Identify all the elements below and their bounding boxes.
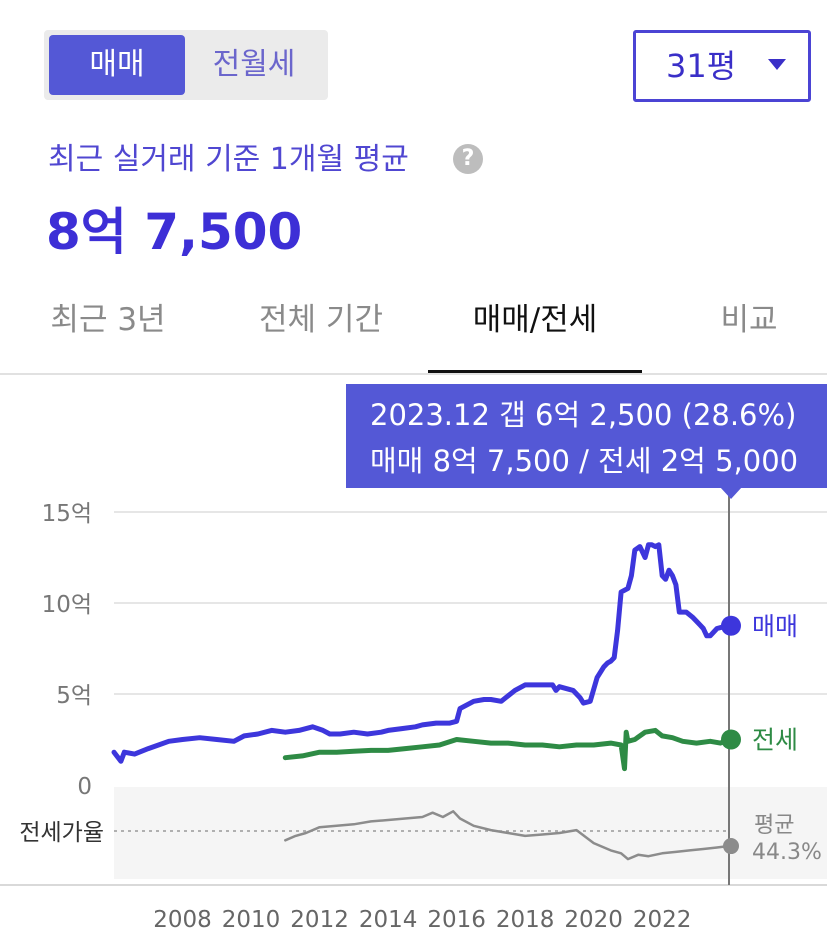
size-dropdown-value: 31평: [666, 47, 737, 85]
caret-down-icon: [768, 59, 786, 70]
ratio-band: [114, 787, 827, 879]
sale-price-line: [111, 542, 732, 764]
y-tick-label: 0: [77, 774, 92, 800]
series-layer: [111, 542, 732, 861]
y-axis: 15억 10억 5억 0: [42, 501, 92, 800]
sale-end-label: 매매: [752, 612, 798, 641]
tabs-divider: [0, 373, 827, 375]
jeonse-end-dot: [721, 729, 741, 750]
period-tabs: 최근 3년 전체 기간 매매/전세 비교: [0, 280, 827, 374]
price-basis-label: 최근 실거래 기준 1개월 평균: [48, 142, 409, 177]
y-tick-label: 15억: [42, 501, 92, 527]
x-tick-label: 2008: [153, 907, 212, 932]
jeonse-ratio-line: [284, 810, 731, 861]
jeonse-price-line: [282, 727, 732, 772]
trade-type-toggle: 매매 전월세: [44, 30, 328, 100]
y-tick-label: 10억: [42, 592, 92, 618]
hover-tooltip: 2023.12 갭 6억 2,500 (28.6%) 매매 8억 7,500 /…: [346, 384, 827, 488]
x-tick-label: 2012: [290, 907, 349, 932]
tooltip-arrow: [720, 487, 742, 499]
tab-compare[interactable]: 비교: [720, 302, 778, 338]
x-tick-label: 2018: [496, 907, 555, 932]
help-icon[interactable]: ?: [453, 144, 483, 174]
x-axis: 2008 2010 2012 2014 2016 2018 2020 2022: [153, 907, 691, 932]
x-tick-label: 2016: [427, 907, 486, 932]
jeonse-end-label: 전세: [752, 726, 798, 755]
rent-toggle-button[interactable]: 전월세: [212, 47, 296, 82]
x-tick-label: 2010: [222, 907, 281, 932]
x-tick-label: 2014: [359, 907, 418, 932]
ratio-end-label: 평균: [754, 813, 794, 838]
sale-end-dot: [721, 615, 741, 636]
tooltip-gap-line: 2023.12 갭 6억 2,500 (28.6%): [370, 398, 797, 432]
average-price: 8억 7,500: [46, 203, 303, 261]
y-gridlines: [114, 511, 827, 695]
size-dropdown[interactable]: 31평: [633, 30, 811, 102]
ratio-end-dot: [723, 838, 739, 855]
ratio-end-value: 44.3%: [752, 840, 822, 865]
x-tick-label: 2022: [633, 907, 692, 932]
sale-toggle-button[interactable]: 매매: [49, 35, 185, 95]
tab-all-period[interactable]: 전체 기간: [259, 302, 383, 338]
tab-sale-vs-jeonse[interactable]: 매매/전세: [428, 280, 642, 374]
tab-recent-3-years[interactable]: 최근 3년: [50, 302, 166, 338]
y-tick-label: 5억: [56, 683, 92, 709]
ratio-guide-label: 전세가율: [19, 820, 104, 846]
tooltip-price-line: 매매 8억 7,500 / 전세 2억 5,000: [370, 444, 799, 478]
x-tick-label: 2020: [564, 907, 623, 932]
